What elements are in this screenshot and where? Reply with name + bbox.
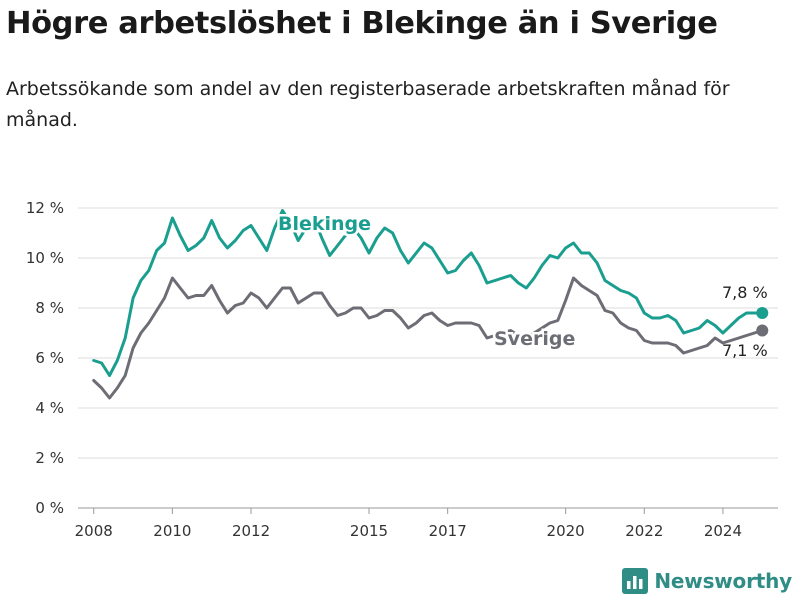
y-tick-label: 4 % bbox=[35, 399, 64, 417]
x-tick-label: 2024 bbox=[704, 522, 742, 540]
series-line-blekinge bbox=[92, 209, 764, 377]
y-tick-label: 10 % bbox=[26, 249, 64, 267]
x-tick-label: 2017 bbox=[429, 522, 467, 540]
series-labels: Blekinge Sverige 7,8 % 7,1 % bbox=[276, 211, 768, 361]
y-tick-label: 0 % bbox=[35, 499, 64, 517]
y-tick-label: 2 % bbox=[35, 449, 64, 467]
end-value-label-sverige: 7,1 % bbox=[722, 341, 768, 360]
series-lines bbox=[92, 209, 769, 400]
y-tick-label: 8 % bbox=[35, 299, 64, 317]
newsworthy-logo: Newsworthy bbox=[622, 568, 792, 594]
end-point-blekinge bbox=[756, 307, 769, 319]
series-label-sverige: Sverige bbox=[494, 328, 575, 350]
x-tick-label: 2020 bbox=[547, 522, 585, 540]
y-tick-label: 6 % bbox=[35, 349, 64, 367]
x-tick-label: 2022 bbox=[625, 522, 663, 540]
y-axis-ticks: 0 % 2 % 4 % 6 % 8 % 10 % 12 % bbox=[26, 199, 64, 517]
end-point-sverige bbox=[756, 324, 769, 337]
end-value-label-blekinge: 7,8 % bbox=[722, 283, 768, 302]
gridlines bbox=[78, 207, 778, 509]
bar-chart-logo-icon bbox=[622, 568, 649, 594]
series-label-blekinge: Blekinge bbox=[278, 213, 371, 235]
x-tick-label: 2015 bbox=[350, 522, 388, 540]
x-tick-label: 2008 bbox=[75, 522, 113, 540]
x-tick-label: 2012 bbox=[232, 522, 270, 540]
brand-name: Newsworthy bbox=[654, 569, 792, 593]
y-tick-label: 12 % bbox=[26, 199, 64, 217]
series-line-sverige bbox=[92, 276, 764, 400]
x-tick-label: 2010 bbox=[153, 522, 191, 540]
chart-subtitle: Arbetssökande som andel av den registerb… bbox=[6, 78, 730, 131]
x-axis-ticks: 2008 2010 2012 2015 2017 2020 2022 2024 bbox=[75, 508, 742, 540]
chart-title: Högre arbetslöshet i Blekinge än i Sveri… bbox=[6, 6, 718, 41]
